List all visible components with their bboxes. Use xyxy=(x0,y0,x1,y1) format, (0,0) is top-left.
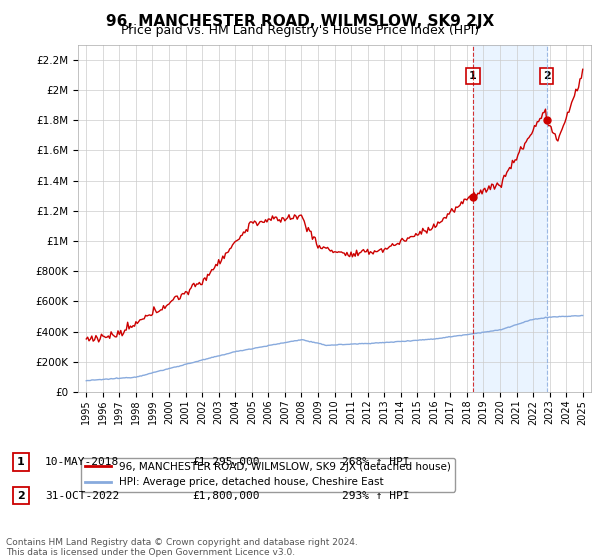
Text: Price paid vs. HM Land Registry's House Price Index (HPI): Price paid vs. HM Land Registry's House … xyxy=(121,24,479,36)
Legend: 96, MANCHESTER ROAD, WILMSLOW, SK9 2JX (detached house), HPI: Average price, det: 96, MANCHESTER ROAD, WILMSLOW, SK9 2JX (… xyxy=(80,458,455,492)
Text: 10-MAY-2018: 10-MAY-2018 xyxy=(45,457,119,467)
Text: 2: 2 xyxy=(17,491,25,501)
Text: 96, MANCHESTER ROAD, WILMSLOW, SK9 2JX: 96, MANCHESTER ROAD, WILMSLOW, SK9 2JX xyxy=(106,14,494,29)
Text: 2: 2 xyxy=(543,71,551,81)
Text: £1,800,000: £1,800,000 xyxy=(192,491,260,501)
Text: 1: 1 xyxy=(17,457,25,467)
Bar xyxy=(473,45,547,392)
Text: £1,295,000: £1,295,000 xyxy=(192,457,260,467)
Text: 1: 1 xyxy=(469,71,477,81)
Text: 268% ↑ HPI: 268% ↑ HPI xyxy=(342,457,409,467)
Text: 31-OCT-2022: 31-OCT-2022 xyxy=(45,491,119,501)
Text: Contains HM Land Registry data © Crown copyright and database right 2024.
This d: Contains HM Land Registry data © Crown c… xyxy=(6,538,358,557)
Text: 293% ↑ HPI: 293% ↑ HPI xyxy=(342,491,409,501)
